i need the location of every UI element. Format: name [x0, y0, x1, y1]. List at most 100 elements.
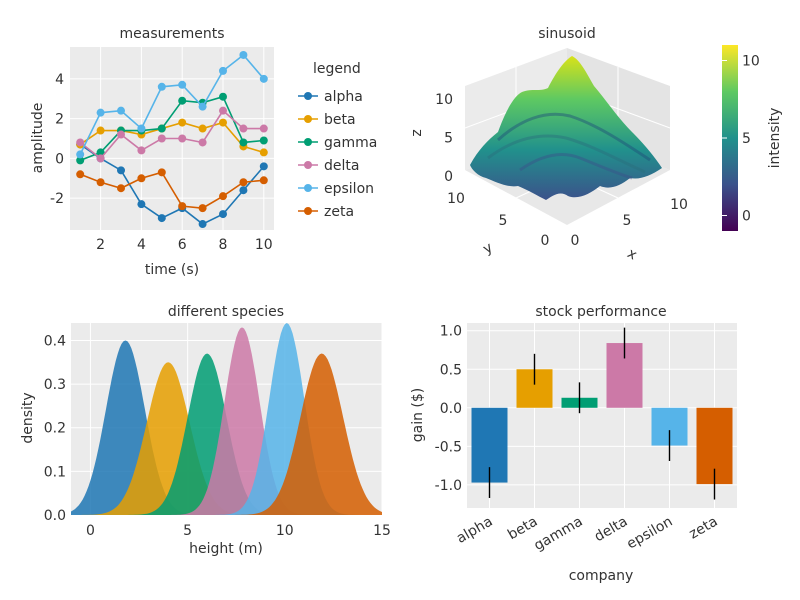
x-tick-label: 10 — [276, 523, 294, 539]
data-point-delta — [96, 154, 105, 163]
data-point-zeta — [137, 174, 146, 183]
data-point-epsilon — [117, 106, 125, 115]
x-tick-label: 5 — [183, 523, 192, 539]
legend-marker-zeta — [304, 207, 312, 215]
y-tick-label: 1.0 — [440, 324, 462, 340]
legend-marker-gamma — [304, 138, 312, 146]
data-point-delta — [178, 134, 187, 143]
legend-marker-alpha — [304, 92, 312, 100]
x-tick-labels: 0 5 10 — [571, 197, 688, 249]
z-tick-labels: 0 5 10 — [435, 92, 453, 185]
data-point-delta — [76, 138, 85, 147]
y-tick-label: 10 — [447, 191, 465, 207]
y-tick-label: 0.4 — [44, 333, 66, 349]
x-tick-labels: 0 5 10 15 — [86, 523, 391, 539]
y-tick-labels: -1.0 -0.5 0.0 0.5 1.0 — [435, 324, 462, 494]
data-point-zeta — [178, 202, 187, 211]
y-tick-label: 0.5 — [440, 362, 462, 378]
x-tick-label: alpha — [454, 514, 496, 547]
data-point-gamma — [178, 96, 187, 105]
y-tick-label: 0.1 — [44, 464, 66, 480]
data-point-zeta — [96, 178, 105, 187]
data-point-epsilon — [157, 82, 166, 91]
series-line-epsilon — [79, 53, 265, 155]
data-point-alpha — [198, 220, 207, 229]
legend-label-alpha: alpha — [324, 89, 363, 105]
y-tick-label: 2 — [55, 112, 64, 128]
legend-label-gamma: gamma — [324, 135, 377, 151]
z-tick-label: 5 — [444, 131, 453, 147]
data-point-alpha — [157, 214, 166, 223]
data-point-zeta — [259, 176, 268, 185]
plot-background — [467, 323, 737, 508]
chart-title: different species — [168, 304, 284, 320]
colorbar — [722, 45, 738, 231]
x-tick-label: 5 — [623, 213, 632, 229]
density-area-zeta — [71, 353, 382, 515]
y-axis-label: gain ($) — [410, 388, 426, 443]
data-point-delta — [117, 130, 125, 139]
series-lines — [76, 50, 268, 229]
x-tick-label: 15 — [373, 523, 391, 539]
legend-label-delta: delta — [324, 158, 359, 174]
data-point-delta — [259, 124, 268, 133]
x-tick-label: zeta — [686, 514, 720, 543]
data-point-epsilon — [137, 124, 146, 133]
y-tick-label: -1.0 — [435, 478, 462, 494]
data-point-beta — [96, 126, 105, 135]
x-tick-label: 6 — [178, 237, 187, 253]
data-point-delta — [219, 106, 227, 115]
x-tick-label: 0 — [571, 233, 580, 249]
data-point-beta — [198, 124, 207, 133]
surface-mesh — [470, 56, 662, 200]
data-point-zeta — [157, 168, 166, 177]
x-tick-labels: 2 4 6 8 10 — [96, 237, 273, 253]
series-line-zeta — [79, 171, 264, 209]
measurements-chart: measurements 2 4 6 8 10 -2 0 2 4 time (s) ampli… — [30, 26, 377, 278]
legend-title: legend — [313, 61, 361, 77]
series-line-alpha — [79, 143, 265, 225]
y-tick-labels: 0.0 0.1 0.2 0.3 0.4 — [44, 333, 66, 524]
y-tick-label: 0.0 — [44, 508, 66, 524]
data-point-epsilon — [259, 74, 268, 83]
y-tick-label: -2 — [50, 191, 64, 207]
x-tick-label: 0 — [86, 523, 95, 539]
x-tick-label: 10 — [670, 197, 688, 213]
z-axis-label: z — [409, 129, 425, 136]
y-tick-label: 0 — [55, 151, 64, 167]
data-point-epsilon — [219, 66, 227, 75]
data-point-gamma — [96, 148, 105, 157]
data-point-delta — [137, 146, 146, 155]
y-tick-label: 0.3 — [44, 377, 66, 393]
density-areas — [71, 323, 382, 515]
x-axis-label: time (s) — [145, 262, 199, 278]
data-point-delta — [239, 124, 248, 133]
colorbar-tick-labels: 0 5 10 — [722, 54, 760, 225]
data-point-delta — [198, 138, 207, 147]
data-point-alpha — [259, 162, 268, 171]
data-point-epsilon — [198, 102, 207, 111]
density-area-beta — [71, 362, 382, 515]
y-tick-label: 5 — [499, 213, 508, 229]
y-tick-labels: 0 5 10 — [447, 191, 549, 249]
data-point-epsilon — [76, 150, 85, 159]
y-axis-label: y — [480, 240, 495, 258]
x-tick-label: gamma — [531, 514, 585, 555]
z-tick-label: 10 — [435, 92, 453, 108]
chart-title: sinusoid — [538, 26, 596, 42]
x-tick-label: 4 — [137, 237, 146, 253]
data-point-zeta — [117, 184, 125, 193]
data-point-gamma — [259, 136, 268, 145]
data-point-zeta — [219, 192, 227, 201]
density-area-delta — [71, 327, 382, 515]
x-tick-label: 8 — [219, 237, 228, 253]
data-point-beta — [259, 148, 268, 157]
data-point-beta — [178, 118, 187, 127]
x-tick-label: epsilon — [624, 514, 675, 553]
data-point-alpha — [239, 186, 248, 195]
series-line-delta — [79, 109, 264, 160]
x-axis-label: height (m) — [189, 541, 263, 557]
data-point-epsilon — [239, 50, 248, 59]
